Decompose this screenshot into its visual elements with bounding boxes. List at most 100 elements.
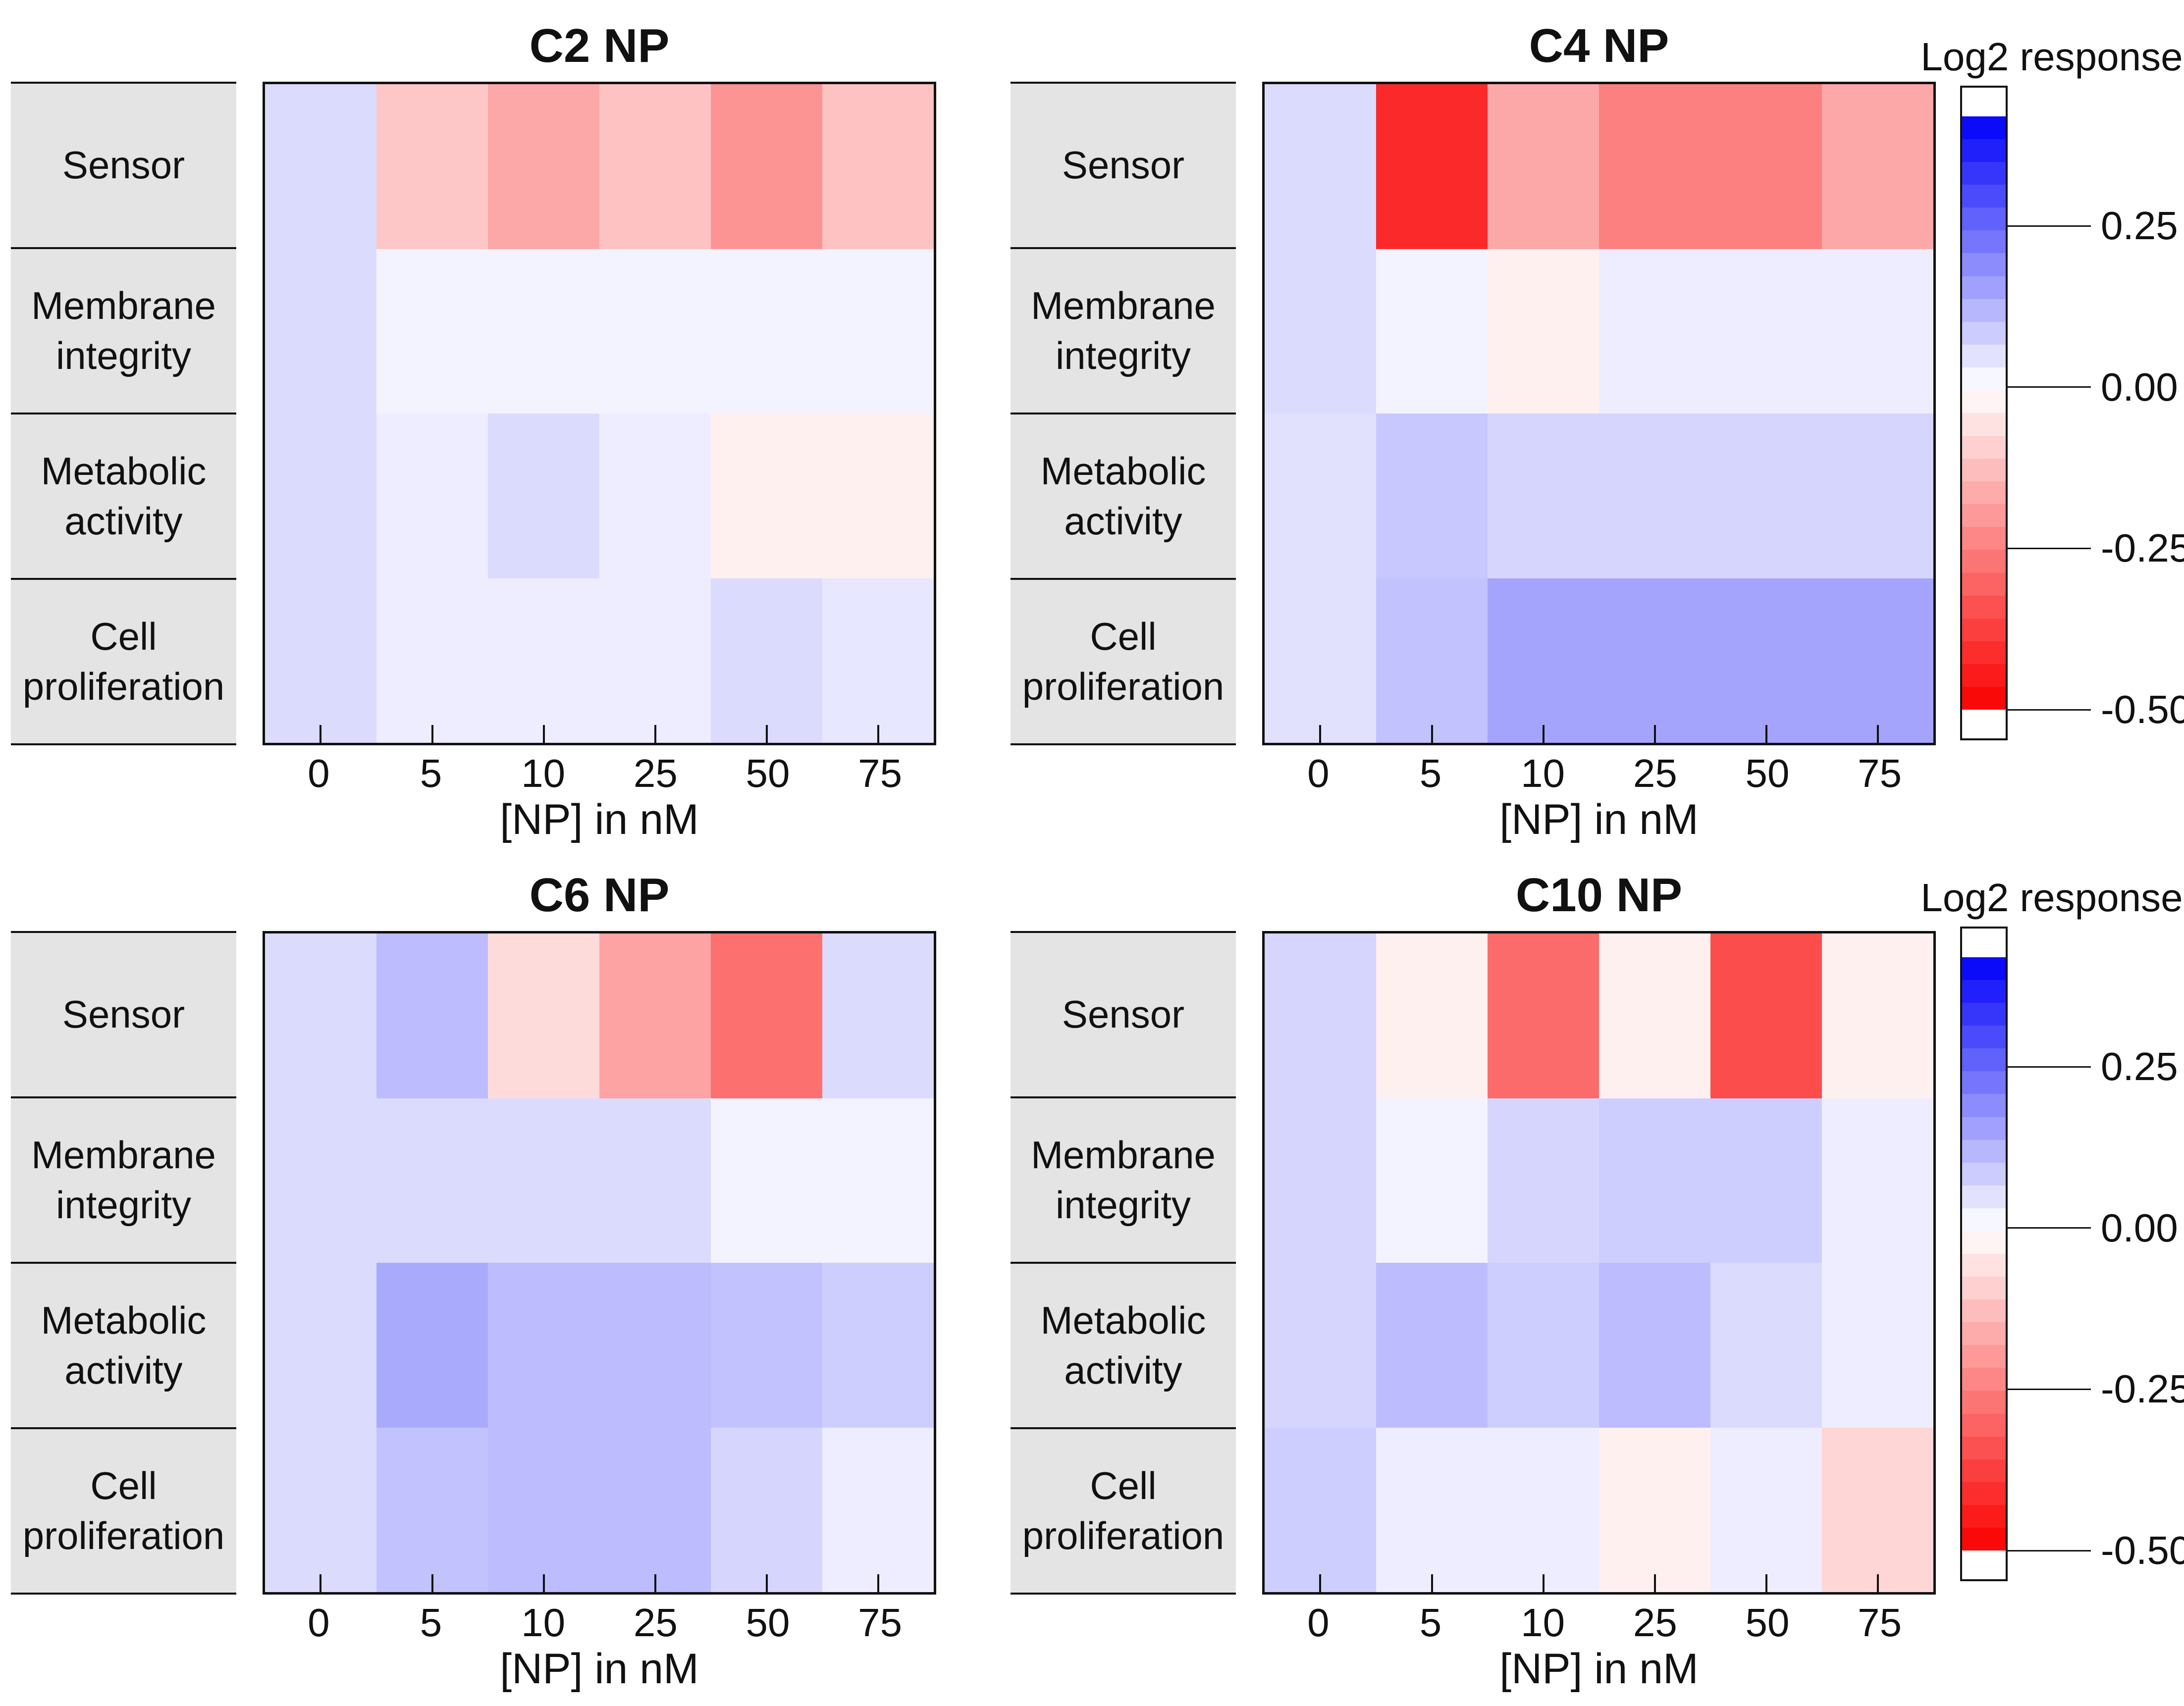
heatmap-cell <box>488 1263 599 1428</box>
heatmap-cell <box>599 1263 711 1428</box>
heatmap-cell <box>711 249 822 414</box>
row-labels: Sensor Membrane integrity Metabolic activi… <box>1011 931 1236 1595</box>
heatmap-cell <box>265 84 376 249</box>
x-tick-label: 75 <box>858 751 903 795</box>
colorbar-gradient-step <box>1962 481 2006 505</box>
heatmap-cell <box>488 578 599 743</box>
x-tick-label: 10 <box>1521 751 1565 795</box>
heatmap-cell <box>1265 578 1376 743</box>
heatmap-cell <box>488 414 599 578</box>
colorbar-gradient-step <box>1962 686 2006 710</box>
x-tick-label: 5 <box>1419 1601 1442 1645</box>
x-tick-label: 75 <box>1858 1601 1902 1645</box>
heatmap-grid <box>265 933 934 1592</box>
heatmap-cell <box>822 84 934 249</box>
colorbar-gradient-step <box>1962 572 2006 596</box>
x-tick-label: 5 <box>420 1601 442 1645</box>
heatmap-cell <box>822 1263 934 1428</box>
row-label: Membrane integrity <box>1011 1098 1236 1264</box>
row-label: Membrane integrity <box>1011 249 1236 414</box>
colorbar-title: Log2 response <box>1920 876 2183 920</box>
heatmap-cell <box>1822 578 1933 743</box>
colorbar-gradient-step <box>1962 618 2006 641</box>
colorbar-tick-label: -0.25 <box>2101 526 2184 570</box>
heatmap-cell <box>1822 1098 1933 1263</box>
heatmap-cell <box>1265 1098 1376 1263</box>
heatmap-cell <box>822 414 934 578</box>
heatmap-cell <box>265 578 376 743</box>
colorbar-tick-label: -0.50 <box>2101 687 2184 731</box>
x-tick-label: 25 <box>1633 1601 1677 1645</box>
colorbar-tick-label: 0.00 <box>2101 1205 2178 1250</box>
colorbar-gradient-step <box>1962 1185 2006 1208</box>
colorbar-gradient-step <box>1962 1231 2006 1254</box>
colorbar-tick-label: -0.50 <box>2101 1528 2184 1572</box>
x-tick-label: 0 <box>308 751 330 795</box>
heatmap-cell <box>1599 1263 1710 1428</box>
heatmap-cell <box>488 1427 599 1592</box>
row-label: Cell proliferation <box>1011 1429 1236 1595</box>
heatmap-plot <box>1262 82 1936 745</box>
x-axis-label: [NP] in nM <box>1499 796 1699 843</box>
colorbar-gradient-step <box>1962 253 2006 276</box>
heatmap-cell <box>1599 933 1710 1098</box>
colorbar-tick-line <box>2008 1388 2091 1390</box>
colorbar-gradient-step <box>1962 957 2006 981</box>
heatmap-cell <box>376 1098 488 1263</box>
heatmap-cell <box>1376 249 1488 414</box>
colorbar-tick-label: 0.00 <box>2101 364 2178 409</box>
heatmap-panel-c6-np: C6 NP Sensor Membrane integrity Metabolic … <box>11 864 945 1706</box>
colorbar-top: Log2 response 0.25 0.00 -0.25 -0.50 <box>1919 35 2184 758</box>
colorbar-gradient-step <box>1962 413 2006 436</box>
colorbar-gradient-step <box>1962 321 2006 345</box>
row-labels: Sensor Membrane integrity Metabolic activi… <box>11 931 236 1595</box>
heatmap-cell <box>265 1263 376 1428</box>
heatmap-cell <box>376 1427 488 1592</box>
heatmap-cell <box>488 84 599 249</box>
x-tick-labels: 0 5 10 25 50 75 <box>263 1598 936 1648</box>
heatmap-cell <box>1376 578 1488 743</box>
x-tick-labels: 0 5 10 25 50 75 <box>1262 1598 1936 1648</box>
colorbar-gradient-step <box>1962 459 2006 482</box>
colorbar-gradient-step <box>1962 595 2006 619</box>
heatmap-cell <box>1376 414 1488 578</box>
heatmap-cell <box>1265 84 1376 249</box>
heatmap-cell <box>376 249 488 414</box>
heatmap-cell <box>488 933 599 1098</box>
colorbar-gradient-step <box>1962 230 2006 254</box>
heatmap-cell <box>1710 1427 1822 1592</box>
heatmap-cell <box>711 1427 822 1592</box>
heatmap-cell <box>1599 1427 1710 1592</box>
heatmap-cell <box>1376 933 1488 1098</box>
row-label: Membrane integrity <box>11 1098 236 1264</box>
colorbar-gradient-step <box>1962 276 2006 299</box>
colorbar-gradient-step <box>1962 1003 2006 1026</box>
heatmap-cell <box>265 414 376 578</box>
heatmap-grid <box>265 84 934 743</box>
colorbar-tick-line <box>2008 1227 2091 1229</box>
colorbar-gradient-step <box>1962 1459 2006 1482</box>
heatmap-cell <box>1265 933 1376 1098</box>
x-axis-label: [NP] in nM <box>1499 1645 1699 1693</box>
x-tick-label: 0 <box>308 1601 330 1645</box>
heatmap-cell <box>711 1263 822 1428</box>
heatmap-plot <box>263 82 936 745</box>
heatmap-cell <box>488 1098 599 1263</box>
heatmap-cell <box>376 933 488 1098</box>
colorbar-gradient-step <box>1962 1162 2006 1186</box>
colorbar-gradient-step <box>1962 185 2006 208</box>
x-tick-label: 25 <box>1633 751 1677 795</box>
heatmap-cell <box>1710 1098 1822 1263</box>
heatmap-cell <box>1710 414 1822 578</box>
heatmap-cell <box>265 1098 376 1263</box>
panel-title: C4 NP <box>1529 19 1669 72</box>
heatmap-cell <box>1265 1263 1376 1428</box>
heatmap-cell <box>711 578 822 743</box>
heatmap-cell <box>1488 84 1599 249</box>
row-labels: Sensor Membrane integrity Metabolic activi… <box>1011 82 1236 745</box>
colorbar-gradient-step <box>1962 139 2006 162</box>
heatmap-cell <box>1599 84 1710 249</box>
heatmap-cell <box>1599 414 1710 578</box>
colorbar-gradient-step <box>1962 980 2006 1003</box>
x-tick-label: 5 <box>420 751 442 795</box>
